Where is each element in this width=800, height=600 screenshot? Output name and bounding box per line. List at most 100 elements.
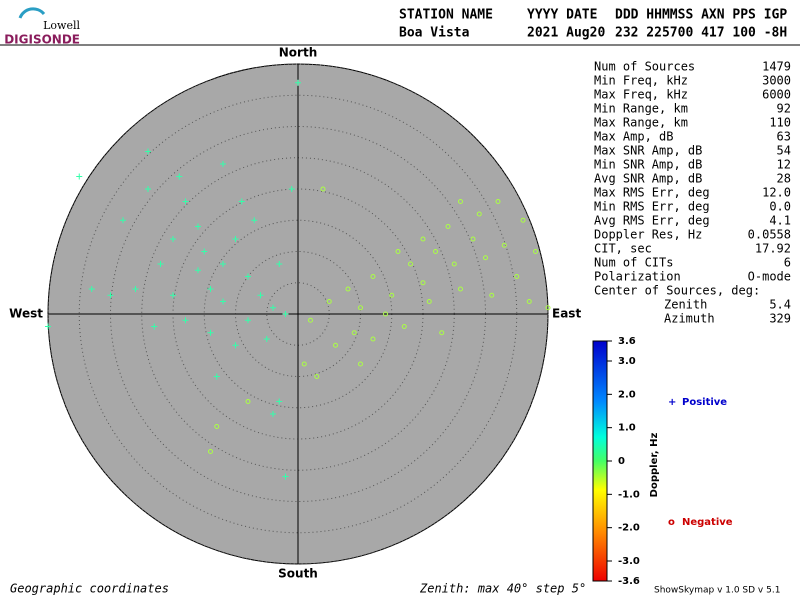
point-negative: [389, 292, 395, 298]
point-negative: [489, 292, 495, 298]
stat-value: 6000: [762, 88, 791, 102]
point-positive: [270, 411, 276, 417]
point-positive: [120, 217, 126, 224]
stat-label: Min RMS Err, deg: [594, 200, 710, 214]
stat-value: 63: [777, 130, 791, 144]
point-negative: [439, 330, 445, 336]
point-positive: [245, 317, 251, 324]
point-positive: [107, 292, 114, 299]
stat-value: 54: [777, 144, 791, 158]
header-col: YYYY DATE: [527, 8, 597, 23]
legend-marker: +: [668, 397, 676, 408]
compass-label: East: [552, 307, 581, 321]
point-negative: [420, 236, 426, 242]
stat-label: Zenith: [664, 298, 707, 312]
stat-value: 5.4: [769, 298, 791, 312]
point-negative: [495, 199, 501, 204]
point-negative: [533, 249, 538, 254]
point-negative: [458, 199, 463, 204]
footer-text: ShowSkymap v 1.0 SD v 5.1: [654, 586, 780, 596]
stat-label: Max Range, km: [594, 116, 688, 130]
stat-label: Center of Sources, deg:: [594, 284, 760, 298]
point-negative: [420, 280, 426, 286]
point-positive: [195, 267, 201, 274]
point-negative: [445, 224, 451, 229]
point-positive: [220, 161, 226, 167]
point-positive: [263, 336, 270, 342]
point-negative: [308, 317, 313, 323]
colorbar-tick-label: 0: [618, 456, 625, 467]
stat-value: 17.92: [755, 242, 791, 256]
footer-text: Geographic coordinates: [10, 582, 169, 596]
stat-label: Avg SNR Amp, dB: [594, 172, 702, 186]
footer-text: Zenith: max 40° step 5°: [419, 582, 586, 596]
compass-label: West: [9, 307, 43, 321]
point-negative: [514, 274, 520, 279]
stat-label: Num of Sources: [594, 60, 695, 74]
stat-label: Max RMS Err, deg: [594, 186, 710, 200]
point-positive: [207, 329, 214, 336]
stat-label: Min Range, km: [594, 102, 688, 116]
point-negative: [358, 361, 363, 367]
point-negative: [214, 424, 220, 429]
stat-label: Min SNR Amp, dB: [594, 158, 702, 172]
stat-value: 4.1: [769, 214, 791, 228]
colorbar-tick-label: 3.0: [618, 356, 636, 367]
point-negative: [545, 305, 551, 311]
stat-label: Max Amp, dB: [594, 130, 673, 144]
stat-value: 92: [777, 102, 791, 116]
colorbar-tick-label: -3.0: [618, 556, 640, 567]
legend-label: Negative: [682, 517, 733, 528]
point-positive: [232, 342, 239, 349]
stat-label: Doppler Res, Hz: [594, 228, 702, 242]
logo-arc: [18, 7, 46, 19]
point-positive: [145, 148, 151, 155]
colorbar-tick-label: 2.0: [618, 389, 636, 400]
point-negative: [301, 361, 307, 367]
point-positive: [251, 217, 258, 224]
point-negative: [345, 286, 351, 292]
colorbar: [592, 340, 608, 582]
header-col: STATION NAME: [399, 8, 493, 23]
point-positive: [270, 304, 276, 311]
stat-label: Max SNR Amp, dB: [594, 144, 702, 158]
point-positive: [207, 286, 214, 292]
point-negative: [395, 249, 401, 254]
compass-label: South: [278, 567, 318, 581]
colorbar-tick-label: -1.0: [618, 489, 640, 500]
stat-label: Azimuth: [664, 312, 715, 326]
header-val: Boa Vista: [399, 26, 470, 41]
point-positive: [88, 286, 95, 292]
point-positive: [232, 236, 239, 242]
point-positive: [257, 292, 264, 299]
header-val: 232 225700 417 100 -8H: [615, 26, 787, 41]
point-positive: [213, 373, 220, 380]
point-positive: [76, 173, 83, 180]
point-positive: [151, 323, 158, 330]
stat-value: 12.0: [762, 186, 791, 200]
point-positive: [201, 248, 208, 255]
point-negative: [383, 311, 388, 317]
point-positive: [132, 286, 139, 292]
point-negative: [370, 274, 376, 279]
stat-label: Max Freq, kHz: [594, 88, 688, 102]
logo-text: Lowell: [43, 19, 80, 32]
colorbar-tick-label: 3.6: [618, 336, 636, 347]
point-negative: [314, 374, 320, 379]
point-negative: [326, 299, 332, 304]
stat-label: Num of CITs: [594, 256, 673, 270]
compass-label: North: [279, 46, 317, 60]
point-positive: [295, 79, 301, 86]
point-negative: [520, 217, 526, 223]
point-positive: [276, 398, 283, 405]
point-negative: [526, 299, 532, 304]
stat-value: 12: [777, 158, 791, 172]
point-negative: [370, 336, 376, 342]
point-positive: [145, 186, 151, 192]
point-negative: [208, 449, 213, 454]
point-negative: [408, 261, 413, 267]
stat-label: Polarization: [594, 270, 681, 284]
stat-value: 329: [769, 312, 791, 326]
